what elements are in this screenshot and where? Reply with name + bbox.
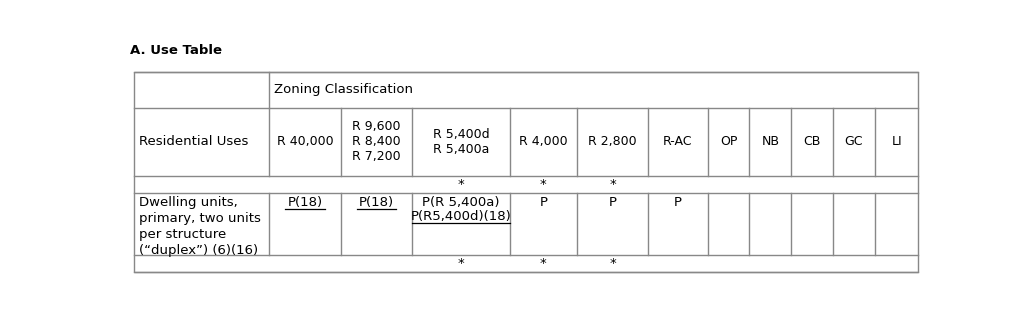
Text: P: P <box>674 196 682 209</box>
Text: NB: NB <box>761 135 779 148</box>
Text: Residential Uses: Residential Uses <box>139 135 249 148</box>
Text: *: * <box>609 178 616 191</box>
Text: P(18): P(18) <box>359 196 394 209</box>
Text: P(R5,400d)(18): P(R5,400d)(18) <box>411 210 511 223</box>
Text: R 2,800: R 2,800 <box>589 135 637 148</box>
Text: *: * <box>540 257 547 270</box>
Text: *: * <box>540 178 547 191</box>
Text: R-AC: R-AC <box>664 135 692 148</box>
Text: P: P <box>540 196 548 209</box>
Text: OP: OP <box>720 135 737 148</box>
Text: P(R 5,400a): P(R 5,400a) <box>422 196 500 209</box>
Bar <box>134 72 919 272</box>
Text: *: * <box>609 257 616 270</box>
Text: R 4,000: R 4,000 <box>519 135 567 148</box>
Text: R 9,600
R 8,400
R 7,200: R 9,600 R 8,400 R 7,200 <box>352 120 400 163</box>
Text: LI: LI <box>891 135 902 148</box>
Text: CB: CB <box>804 135 821 148</box>
Text: Zoning Classification: Zoning Classification <box>274 83 413 96</box>
Text: A. Use Table: A. Use Table <box>130 44 222 57</box>
Text: R 40,000: R 40,000 <box>276 135 334 148</box>
Text: *: * <box>458 257 465 270</box>
Text: *: * <box>458 178 465 191</box>
Text: Dwelling units,
primary, two units
per structure
(“duplex”) (6)(16): Dwelling units, primary, two units per s… <box>139 196 261 257</box>
Text: R 5,400d
R 5,400a: R 5,400d R 5,400a <box>433 128 489 156</box>
Text: P: P <box>608 196 616 209</box>
Text: GC: GC <box>845 135 863 148</box>
Text: P(18): P(18) <box>288 196 323 209</box>
